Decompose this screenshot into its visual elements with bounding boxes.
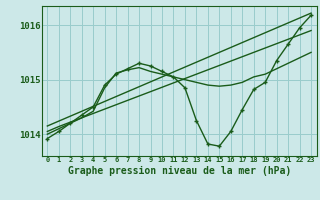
X-axis label: Graphe pression niveau de la mer (hPa): Graphe pression niveau de la mer (hPa)	[68, 166, 291, 176]
